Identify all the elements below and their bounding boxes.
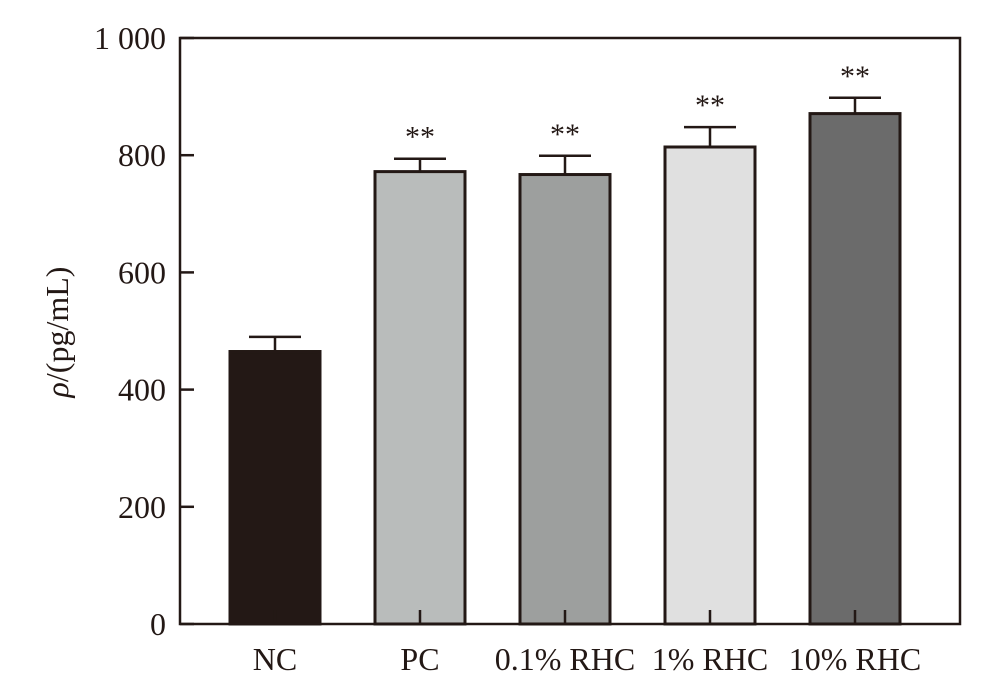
x-label-10-rhc: 10% RHC bbox=[789, 641, 921, 677]
bar-nc bbox=[228, 350, 322, 626]
significance-label-0-1-rhc: ** bbox=[550, 118, 580, 151]
y-axis-ticks: 0 200 400 600 800 1 000 bbox=[94, 20, 194, 642]
y-tick-label-800: 800 bbox=[118, 137, 166, 173]
bar-0-1-rhc bbox=[518, 173, 612, 626]
y-axis-label-symbol: ρ bbox=[39, 382, 75, 398]
y-tick-label-1000: 1 000 bbox=[94, 20, 166, 56]
y-tick-label-600: 600 bbox=[118, 254, 166, 290]
significance-label-1-rhc: ** bbox=[695, 89, 725, 122]
x-label-1-rhc: 1% RHC bbox=[652, 641, 768, 677]
x-label-pc: PC bbox=[400, 641, 439, 677]
plot-frame bbox=[178, 36, 962, 626]
bar-1-rhc bbox=[663, 145, 757, 626]
y-tick-label-200: 200 bbox=[118, 489, 166, 525]
y-axis-label: ρ/(pg/mL) bbox=[39, 267, 75, 399]
y-tick-label-400: 400 bbox=[118, 372, 166, 408]
y-axis-label-unit: /(pg/mL) bbox=[39, 267, 75, 383]
significance-label-pc: ** bbox=[405, 121, 435, 154]
significance-label-10-rhc: ** bbox=[840, 60, 870, 93]
x-label-nc: NC bbox=[253, 641, 297, 677]
x-axis-labels: NC PC 0.1% RHC 1% RHC 10% RHC bbox=[253, 641, 921, 677]
bar-10-rhc bbox=[808, 112, 902, 626]
bars-group: ** ** ** ** bbox=[228, 60, 902, 626]
y-tick-label-0: 0 bbox=[150, 606, 166, 642]
plot-border bbox=[178, 36, 962, 626]
bar-pc bbox=[373, 170, 467, 626]
x-label-0-1-rhc: 0.1% RHC bbox=[495, 641, 635, 677]
